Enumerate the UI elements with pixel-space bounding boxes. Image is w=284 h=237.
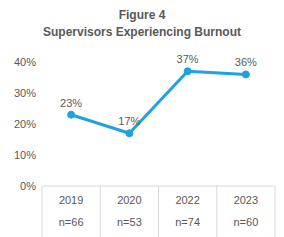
category-separator: [275, 186, 276, 237]
y-tick: [39, 155, 42, 156]
line: [71, 71, 246, 133]
data-label: 17%: [118, 115, 140, 127]
y-tick-label: 0%: [20, 180, 36, 192]
category-separator: [42, 186, 43, 237]
y-tick-label: 20%: [14, 118, 36, 130]
x-tick-label: 2022: [175, 194, 199, 206]
x-tick-label: 2023: [234, 194, 258, 206]
category-separator: [216, 186, 217, 237]
chart: Figure 4 Supervisors Experiencing Burnout…: [0, 0, 284, 237]
subtitle: Supervisors Experiencing Burnout: [43, 25, 241, 39]
sample-size-label: n=60: [233, 216, 258, 228]
category-separator: [100, 186, 101, 237]
title: Figure 4: [119, 8, 166, 22]
x-tick-label: 2019: [59, 194, 83, 206]
marker: [126, 130, 133, 137]
marker: [68, 111, 75, 118]
data-label: 23%: [60, 97, 82, 109]
x-tick-label: 2020: [117, 194, 141, 206]
y-tick: [39, 124, 42, 125]
sample-size-label: n=66: [59, 216, 84, 228]
plot-area: [68, 68, 250, 137]
y-tick: [39, 62, 42, 63]
sample-size-label: n=74: [175, 216, 200, 228]
marker: [184, 68, 191, 75]
y-tick-label: 40%: [14, 56, 36, 68]
data-label: 36%: [235, 56, 257, 68]
data-label: 37%: [177, 53, 199, 65]
category-separator: [158, 186, 159, 237]
y-tick-label: 10%: [14, 149, 36, 161]
y-tick-label: 30%: [14, 87, 36, 99]
y-tick: [39, 93, 42, 94]
marker: [242, 71, 249, 78]
sample-size-label: n=53: [117, 216, 142, 228]
